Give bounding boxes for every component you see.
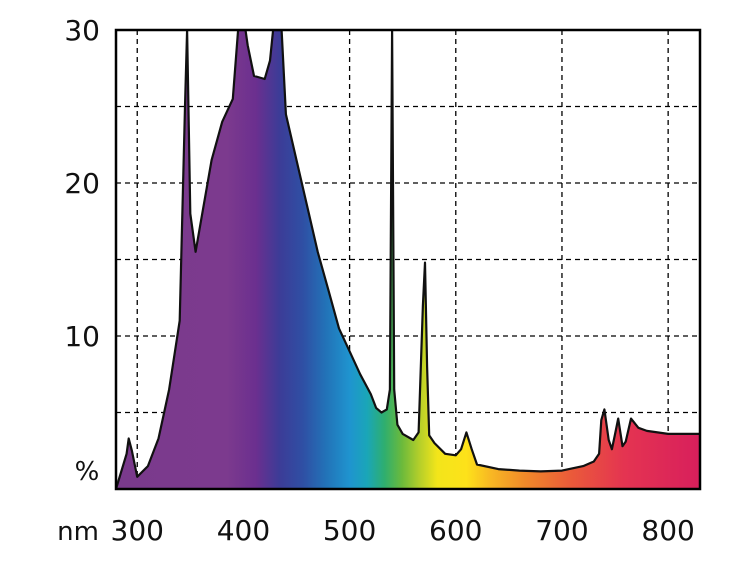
x-tick-label: 400 [217, 514, 270, 547]
x-tick-label: 700 [535, 514, 588, 547]
y-tick-label: 20 [64, 167, 100, 200]
x-tick-label: 500 [323, 514, 376, 547]
x-tick-labels: 300 400 500 600 700 800 [111, 514, 695, 547]
y-tick-labels: 10 20 30 [64, 14, 100, 353]
spectrum-area [116, 30, 700, 489]
x-tick-label: 600 [429, 514, 482, 547]
plot-frame [114, 28, 702, 491]
x-tick-label: 300 [111, 514, 164, 547]
y-tick-label: 30 [64, 14, 100, 47]
y-tick-label: 10 [64, 320, 100, 353]
spectrum-outline [116, 30, 700, 489]
x-axis-label: nm [57, 517, 99, 547]
x-tick-label: 800 [641, 514, 694, 547]
y-axis-label: % [75, 457, 100, 487]
